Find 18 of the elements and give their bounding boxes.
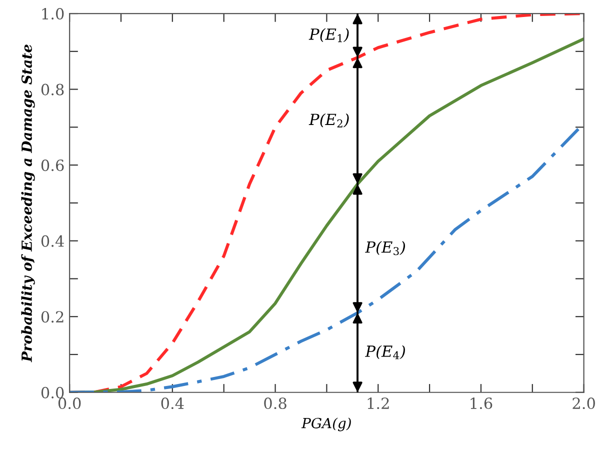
annotation: P(E$_{2}$) (308, 113, 349, 128)
y-tick-label: 0.2 (41, 311, 64, 323)
y-tick-label: 0.6 (41, 160, 64, 172)
y-axis-title: Probability of Exceeding a Damage State (21, 44, 35, 362)
x-tick-label: 0.4 (161, 398, 184, 410)
x-tick-label: 0.8 (264, 398, 286, 410)
x-tick-label: 1.2 (368, 398, 389, 410)
annotation: P(E$_{4}$) (365, 345, 405, 360)
y-tick-label: 0.4 (41, 235, 64, 247)
y-tick-label: 0.8 (41, 84, 64, 96)
x-tick-label: 2.0 (572, 398, 595, 410)
annotation: P(E$_{1}$) (308, 28, 349, 42)
annotation: P(E$_{3}$) (365, 241, 405, 256)
x-tick-label: 0.0 (58, 398, 81, 410)
x-tick-label: 1.6 (470, 398, 492, 410)
y-tick-label: 0.0 (41, 386, 64, 398)
x-axis-title: PGA(g) (301, 418, 351, 432)
y-tick-label: 1.0 (42, 8, 64, 20)
